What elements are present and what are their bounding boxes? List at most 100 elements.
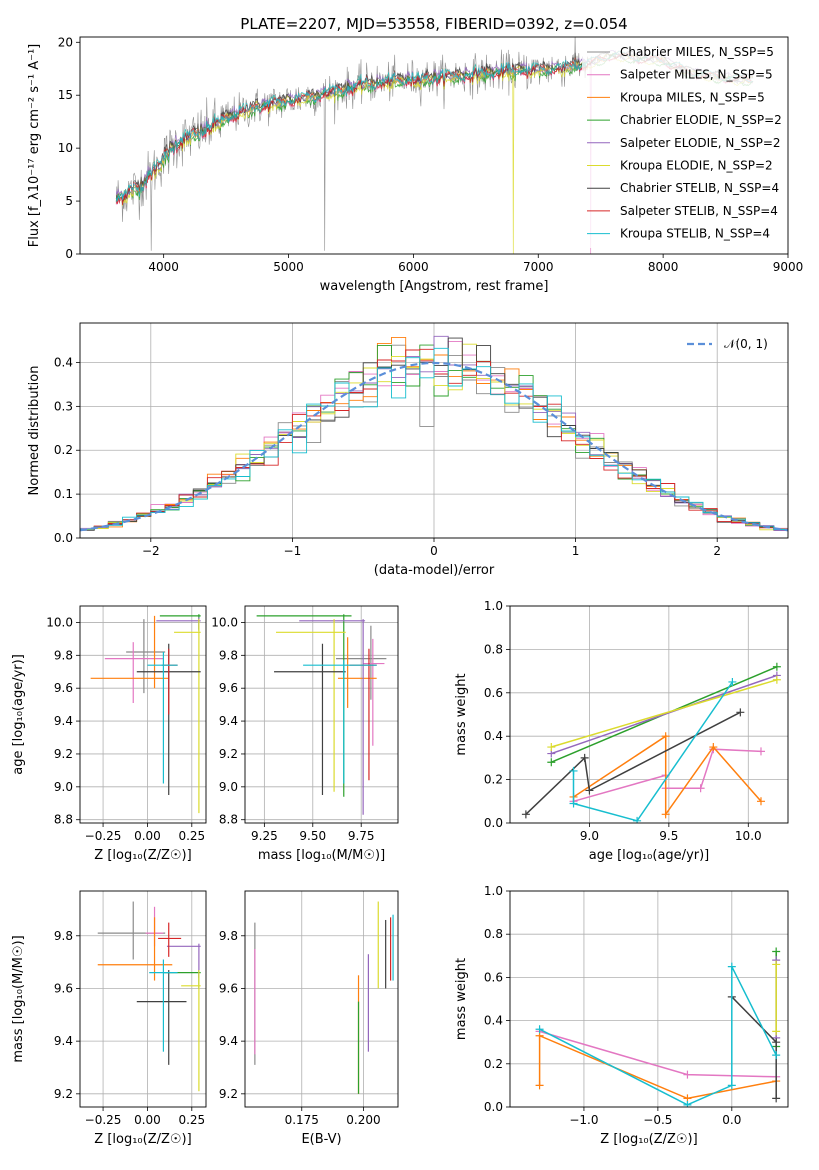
plot-area-age_vs_mass (256, 614, 387, 815)
legend-label-3: Chabrier ELODIE, N_SSP=2 (620, 113, 782, 127)
plot-area-mass_vs_ebv (254, 901, 394, 1094)
y-tick-label: 9.8 (54, 929, 73, 943)
y-tick-label: 0.4 (484, 1014, 503, 1028)
x-tick-label: 4000 (148, 260, 179, 274)
legend-label-4: Salpeter ELODIE, N_SSP=2 (620, 136, 781, 150)
y-tick-label: 9.6 (219, 981, 238, 995)
series-point-5 (585, 786, 594, 795)
plot-area-residuals (80, 335, 788, 532)
legend-label-0: Chabrier MILES, N_SSP=5 (620, 45, 774, 59)
y-axis-label: Flux [f_λ10⁻¹⁷ erg cm⁻² s⁻¹ A⁻¹] (27, 44, 42, 248)
x-tick-label: 0.00 (134, 829, 161, 843)
plot-area-age_vs_Z (90, 614, 201, 814)
x-tick-label: 9000 (773, 260, 804, 274)
y-tick-label: 0.8 (484, 642, 503, 656)
x-tick-label: 0.200 (346, 1113, 380, 1127)
y-tick-label: 9.6 (219, 681, 238, 695)
x-tick-label: −1.0 (569, 1113, 598, 1127)
series-point-1 (709, 743, 718, 752)
y-tick-label: 0.3 (54, 399, 73, 413)
series-point-5 (736, 708, 745, 717)
panel-mass_weight_vs_Z: −1.0 −0.5 0.0 0.0 0.2 0.4 0.6 0.8 1.0 Z [log₁₀(Z/… (454, 884, 789, 1147)
x-tick-label: 9.25 (251, 829, 278, 843)
panel-age_vs_mass: 9.25 9.50 9.75 8.8 9.0 9.2 9.4 9.6 9.8 10.0 mass [… (211, 605, 399, 863)
y-tick-label: 9.2 (219, 1087, 238, 1101)
legend-label-5: Kroupa ELODIE, N_SSP=2 (620, 159, 773, 173)
y-tick-label: 0 (65, 247, 73, 261)
y-tick-label: 0.0 (484, 1100, 503, 1114)
series-point-2 (772, 947, 781, 956)
y-axis-label: mass [log₁₀(M/M☉)] (11, 935, 26, 1062)
panel-mass_vs_Z: −0.25 0.00 0.25 9.2 9.4 9.6 9.8 Z [log₁₀(Z/Z☉)]… (11, 890, 207, 1147)
series-point-5 (772, 1094, 781, 1103)
x-tick-label: 0 (430, 544, 438, 558)
series-point-5 (772, 1038, 781, 1047)
axes-frame (79, 605, 207, 824)
series-point-6 (772, 1051, 781, 1060)
x-axis-label: age [log₁₀(age/yr)] (589, 848, 710, 863)
y-tick-label: 10.0 (211, 615, 238, 629)
x-tick-label: 0.0 (722, 1113, 741, 1127)
y-tick-label: 10 (58, 141, 73, 155)
y-tick-label: 0.0 (484, 816, 503, 830)
legend-box (582, 42, 784, 248)
x-tick-label: 8000 (648, 260, 679, 274)
plot-area-mass_weight_vs_age (521, 662, 781, 823)
x-tick-label: 7000 (523, 260, 554, 274)
series-point-4 (772, 1027, 781, 1036)
y-tick-label: 8.8 (54, 813, 73, 827)
series-point-2 (547, 758, 556, 767)
y-tick-label: 9.4 (219, 1034, 238, 1048)
x-tick-label: 10.0 (735, 829, 762, 843)
series-point-5 (580, 753, 589, 762)
x-tick-label: 1 (572, 544, 580, 558)
y-tick-label: 9.6 (54, 681, 73, 695)
axes-frame (509, 890, 789, 1108)
x-tick-label: 9.50 (299, 829, 326, 843)
y-tick-label: 0.4 (484, 729, 503, 743)
series-line-5 (525, 711, 741, 815)
plot-area-mass_vs_Z (97, 901, 201, 1092)
spectrum-legend: Chabrier MILES, N_SSP=5 Salpeter MILES, N… (582, 42, 784, 248)
y-tick-label: 9.8 (219, 929, 238, 943)
x-tick-label: −1 (284, 544, 302, 558)
x-axis-label: wavelength [Angstrom, rest frame] (320, 279, 549, 294)
y-tick-label: 0.6 (484, 970, 503, 984)
series-point-6 (633, 816, 642, 823)
axes-frame (509, 605, 789, 824)
series-point-1 (661, 810, 670, 819)
panel-mass_weight_vs_age: 9.0 9.5 10.0 0.0 0.2 0.4 0.6 0.8 1.0 age [log₁₀(a… (454, 599, 789, 863)
x-tick-label: 2 (713, 544, 721, 558)
normal-curve (80, 361, 788, 532)
series-point-1 (756, 797, 765, 806)
x-axis-label: Z [log₁₀(Z/Z☉)] (94, 1132, 191, 1147)
y-tick-label: 9.4 (54, 1034, 73, 1048)
y-axis-label: age [log₁₀(age/yr)] (11, 654, 26, 775)
legend-label-7: Salpeter STELIB, N_SSP=4 (620, 204, 778, 218)
y-axis-label: mass weight (454, 673, 469, 755)
series-point-2 (772, 662, 781, 671)
x-tick-label: 0.25 (178, 829, 205, 843)
y-tick-label: 0.4 (54, 355, 73, 369)
x-tick-label: 0.00 (134, 1113, 161, 1127)
series-point-0 (696, 784, 705, 793)
x-axis-label: Z [log₁₀(Z/Z☉)] (94, 848, 191, 863)
axes-frame (244, 890, 399, 1108)
panel-residuals: −2 −1 0 1 2 0.0 0.1 0.2 0.3 0.4 (data-model)/error… (27, 322, 789, 578)
x-tick-label: 9.75 (348, 829, 375, 843)
series-line-4 (551, 679, 778, 748)
y-tick-label: 9.2 (54, 747, 73, 761)
series-point-1 (661, 732, 670, 741)
y-tick-label: 5 (65, 194, 73, 208)
panel-mass_vs_ebv: 0.175 0.200 9.2 9.4 9.6 9.8 E(B-V) (219, 890, 399, 1147)
x-axis-label: (data-model)/error (374, 563, 495, 578)
series-point-1 (535, 1081, 544, 1090)
legend-label-8: Kroupa STELIB, N_SSP=4 (620, 227, 770, 241)
y-tick-label: 0.6 (484, 686, 503, 700)
y-tick-label: 8.8 (219, 813, 238, 827)
y-tick-label: 0.2 (484, 773, 503, 787)
x-axis-label: Z [log₁₀(Z/Z☉)] (600, 1132, 697, 1147)
y-tick-label: 9.0 (219, 780, 238, 794)
plot-area-spectrum (115, 37, 754, 254)
y-axis-label: Normed distribution (27, 366, 42, 496)
